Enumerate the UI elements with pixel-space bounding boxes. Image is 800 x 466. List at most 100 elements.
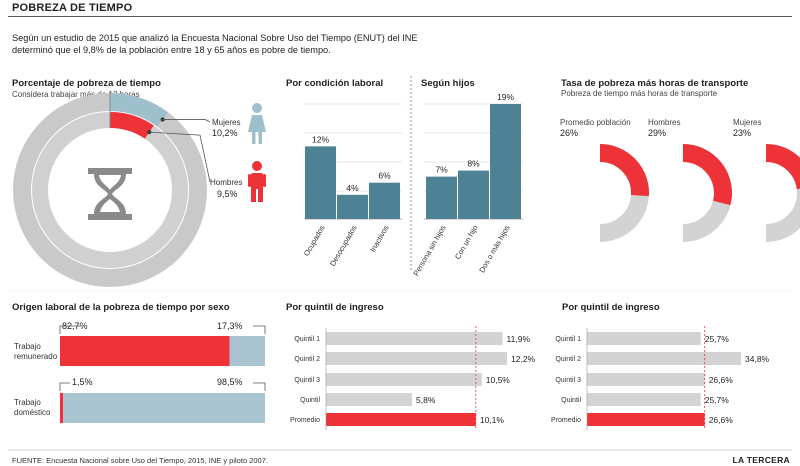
transporte-label-promedio: Promedio población: [560, 118, 631, 127]
origen-row1-blue-label: 17,3%: [217, 321, 243, 331]
transporte-value-hombres: 29%: [648, 128, 667, 138]
hijos-cat-0: Persona sin hijos: [411, 223, 447, 277]
condicion-value-0: 12%: [312, 134, 329, 144]
origen-blue-bar-0: [229, 336, 265, 366]
origen-blue-bracket-1: [253, 382, 266, 391]
condicion-cat-1: Desocupados: [328, 223, 359, 267]
condicion-bar-0: [305, 146, 336, 219]
transporte-label-hombres: Hombres: [648, 118, 681, 127]
hijos-bar-0: [426, 176, 457, 219]
quintil-right-value-4: 26,6%: [709, 415, 734, 425]
quintil-left-value-2: 10,5%: [486, 375, 511, 385]
quintil-left-cat-3: Quintil: [300, 397, 320, 404]
quintil-left-bar-2: [326, 373, 482, 386]
condicion-bar-1: [337, 194, 368, 219]
origen-red-bracket-0: [59, 325, 80, 334]
quintil-left-title: Por quintil de ingreso: [286, 302, 384, 313]
condicion-value-1: 4%: [346, 183, 359, 193]
quintil-left-value-0: 11,9%: [507, 334, 531, 344]
quintil-left-cat-0: Quintil 1: [294, 336, 320, 343]
quintil-right-bar-4: [587, 413, 705, 426]
transporte-fill-1: [682, 144, 732, 206]
origen-row1-label-line2: remunerado: [14, 352, 58, 361]
condicion-value-2: 6%: [378, 171, 391, 181]
hijos-value-2: 19%: [497, 92, 514, 102]
quintil-right-cat-3: Quintil: [561, 397, 581, 404]
transporte-subtitle: Pobreza de tiempo más horas de transport…: [561, 89, 718, 98]
quintil-right-cat-4: Promedio: [551, 417, 581, 424]
hijos-value-1: 8%: [467, 159, 480, 169]
hourglass-bottom-glass: [100, 199, 120, 212]
quintil-left-value-4: 10,1%: [480, 415, 505, 425]
transporte-title: Tasa de pobreza más horas de transporte: [561, 78, 749, 89]
origen-row2-blue-label: 98,5%: [217, 377, 243, 387]
donut-title: Porcentaje de pobreza de tiempo: [12, 78, 161, 89]
condicion-cat-2: Inactivos: [368, 223, 391, 253]
hijos-bar-2: [490, 104, 521, 219]
donut-hombres-leader: [149, 131, 211, 183]
quintil-right-bar-1: [587, 352, 741, 365]
hijos-value-0: 7%: [435, 165, 448, 175]
title-divider: [8, 16, 792, 17]
transporte-value-mujeres: 23%: [733, 128, 752, 138]
mujeres-value: 10,2%: [212, 128, 238, 138]
hijos-cat-1: Con un hijo: [453, 224, 480, 261]
donut-slice-mujeres: [109, 93, 168, 127]
quintil-right-value-3: 25,7%: [705, 395, 730, 405]
quintil-right-cat-0: Quintil 1: [555, 336, 581, 343]
quintil-left-bar-1: [326, 352, 507, 365]
donut-subtitle: Considera trabajar más de 12 horas: [12, 90, 140, 99]
origen-title: Origen laboral de la pobreza de tiempo p…: [12, 302, 230, 313]
quintil-right-value-1: 34,8%: [745, 354, 770, 364]
quintil-left-value-1: 12,2%: [511, 354, 536, 364]
origen-red-bracket-1: [59, 382, 70, 391]
hijos-bar-1: [458, 170, 489, 219]
hijos-title: Según hijos: [421, 78, 475, 89]
origen-blue-bracket-0: [253, 325, 266, 334]
condicion-bar-2: [369, 182, 400, 219]
quintil-right-value-2: 26,6%: [709, 375, 734, 385]
quintil-right-title: Por quintil de ingreso: [562, 302, 660, 313]
origen-red-bar-0: [60, 336, 230, 366]
brand-logo: LA TERCERA: [732, 455, 790, 465]
quintil-right-cat-1: Quintil 2: [555, 356, 581, 363]
quintil-left-cat-2: Quintil 3: [294, 377, 320, 384]
mujeres-label: Mujeres: [212, 118, 241, 127]
quintil-right-value-0: 25,7%: [705, 334, 730, 344]
quintil-left-cat-1: Quintil 2: [294, 356, 320, 363]
quintil-left-cat-4: Promedio: [290, 417, 320, 424]
quintil-left-bar-4: [326, 413, 476, 426]
quintil-right-bar-0: [587, 332, 701, 345]
origen-red-bar-1: [60, 393, 64, 423]
origen-row2-label-line2: doméstico: [14, 408, 51, 417]
quintil-left-bar-3: [326, 393, 413, 406]
hombres-value: 9,5%: [217, 189, 238, 199]
transporte-value-promedio: 26%: [560, 128, 579, 138]
transporte-fill-0: [599, 144, 649, 197]
hourglass-top-glass: [99, 175, 121, 190]
condicion-title: Por condición laboral: [286, 78, 384, 89]
condicion-cat-0: Ocupados: [302, 223, 327, 257]
quintil-left-value-3: 5,8%: [416, 395, 436, 405]
source-note: FUENTE: Encuesta Nacional sobre Uso del …: [12, 456, 268, 465]
male-icon: [248, 161, 266, 202]
quintil-right-bar-3: [587, 393, 701, 406]
hourglass-icon: [88, 168, 132, 220]
quintil-right-cat-2: Quintil 3: [555, 377, 581, 384]
page-title: POBREZA DE TIEMPO: [12, 2, 133, 14]
hijos-cat-2: Dos o más hijos: [477, 223, 512, 274]
origen-row2-label-line1: Trabajo: [14, 398, 41, 407]
female-icon: [248, 103, 266, 144]
origen-row1-label-line1: Trabajo: [14, 342, 41, 351]
origen-blue-bar-1: [63, 393, 266, 423]
transporte-fill-2: [765, 144, 800, 190]
transporte-label-mujeres: Mujeres: [733, 118, 762, 127]
intro-text: Según un estudio de 2015 que analizó la …: [12, 33, 418, 55]
quintil-left-bar-0: [326, 332, 503, 345]
origen-row2-red-label: 1,5%: [72, 377, 93, 387]
donut-slice-hombres: [109, 112, 154, 139]
donut-mujeres-leader: [162, 119, 211, 123]
quintil-right-bar-2: [587, 373, 705, 386]
hombres-label: Hombres: [210, 178, 243, 187]
